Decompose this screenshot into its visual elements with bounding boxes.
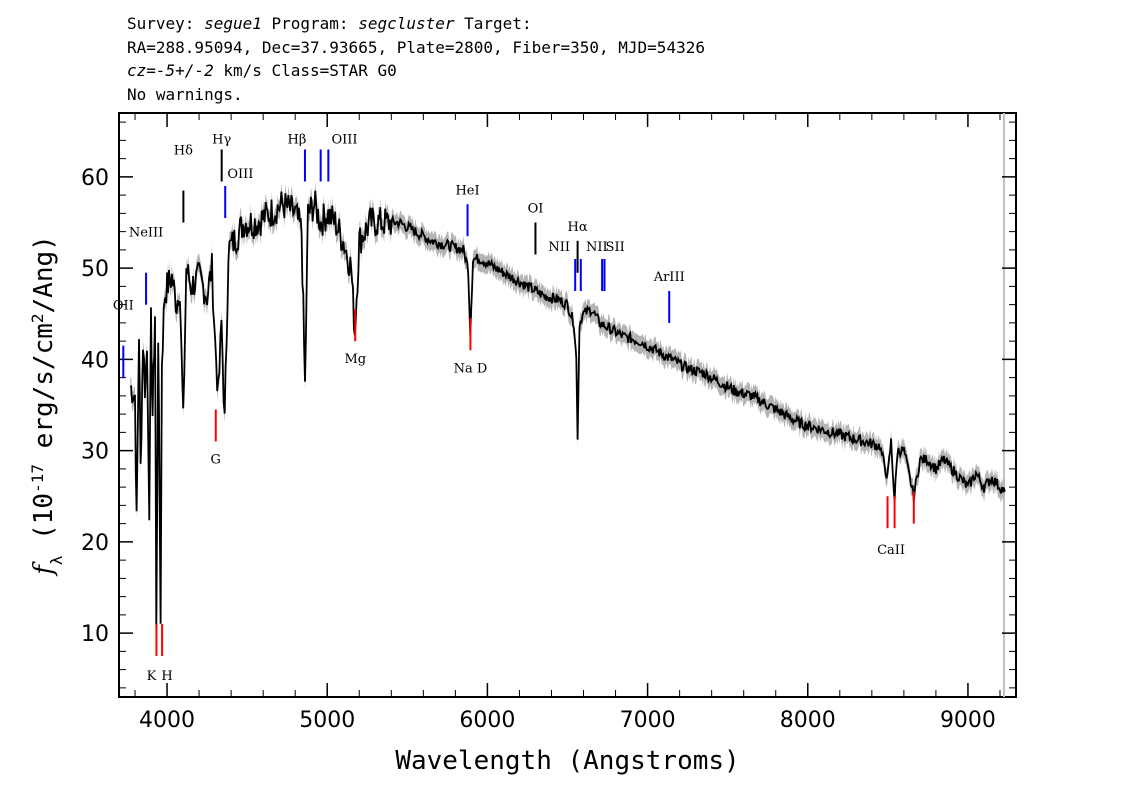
header-line-redshift: cz=-5+/-2 km/s Class=STAR G0	[127, 61, 397, 80]
y-axis-title-part: λ	[47, 555, 66, 565]
x-tick-label: 4000	[139, 708, 195, 733]
spectral-line-label: OII	[113, 299, 134, 314]
spectral-line-label: K	[147, 669, 157, 684]
tick-labels: 4000 5000 6000 7000 8000 9000 10 20 30 40 50 60	[81, 166, 996, 733]
y-tick-label: 10	[81, 622, 109, 647]
spectral-line-label: Hδ	[174, 144, 193, 159]
y-axis-title-part: 2	[28, 313, 47, 323]
spectral-line-label: OIII	[331, 133, 357, 148]
spectral-line-label: OIII	[227, 167, 253, 182]
spectral-line-label: SII	[606, 240, 625, 255]
axis-ticks	[119, 113, 1016, 697]
y-tick-label: 50	[81, 257, 109, 282]
y-tick-label: 30	[81, 440, 109, 465]
spectral-line-label: CaII	[877, 543, 905, 558]
y-axis-title-part: -17	[28, 464, 47, 493]
y-axis-title-part: erg/s/cm	[29, 323, 59, 464]
y-axis-title-part: /Ang)	[29, 235, 59, 313]
header-line-survey: Survey: segue1 Program: segcluster Targe…	[127, 14, 532, 33]
y-axis-title-part: (10	[29, 493, 59, 556]
header-line-coordinates: RA=288.95094, Dec=37.93665, Plate=2800, …	[127, 37, 705, 57]
y-axis-title: fλ (10-17 erg/s/cm2/Ang)	[28, 235, 66, 577]
spectral-line-label: Mg	[344, 352, 366, 367]
x-tick-label: 5000	[299, 708, 355, 733]
x-tick-label: 7000	[620, 708, 676, 733]
spectral-line-label: G	[211, 453, 221, 468]
x-tick-label: 6000	[459, 708, 515, 733]
x-axis-title: Wavelength (Angstroms)	[395, 746, 739, 776]
spectral-line-label: H	[161, 669, 172, 684]
spectral-line-label: HeI	[455, 183, 479, 198]
y-tick-label: 60	[81, 166, 109, 191]
spectrum-header: Survey: segue1 Program: segcluster Targe…	[127, 12, 705, 106]
spectral-line-label: OI	[528, 202, 544, 217]
spectral-line-label: NII	[548, 240, 570, 255]
plot-frame	[118, 112, 1017, 698]
plot-border	[118, 112, 1017, 698]
y-tick-label: 40	[81, 348, 109, 373]
spectral-line-label: Hα	[568, 220, 588, 235]
spectral-line-label: Na D	[454, 361, 488, 376]
spectral-line-label: NII	[586, 240, 608, 255]
spectrum-line	[129, 190, 1006, 628]
spectral-line-label: Hβ	[288, 133, 307, 148]
x-tick-label: 8000	[780, 708, 836, 733]
spectral-line-label: ArIII	[653, 270, 685, 285]
x-tick-label: 9000	[940, 708, 996, 733]
header-line-warnings: No warnings.	[127, 84, 243, 104]
y-tick-label: 20	[81, 531, 109, 556]
spectral-line-label: NeIII	[129, 226, 163, 241]
spectral-line-label: Hγ	[212, 133, 231, 148]
spectrum-series	[129, 190, 1006, 628]
